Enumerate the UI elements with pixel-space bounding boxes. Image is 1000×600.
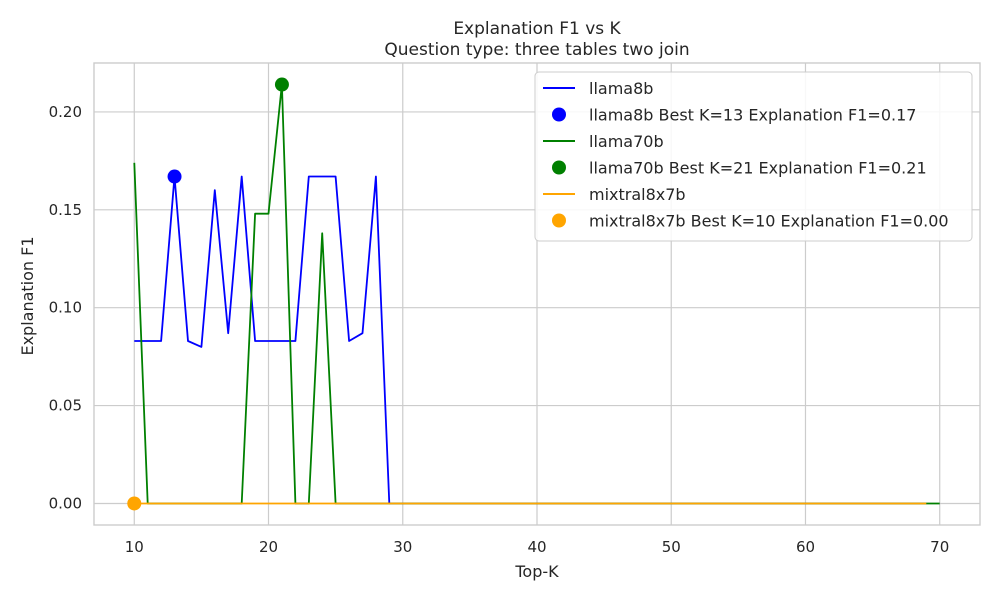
best-point-llama8b (167, 169, 182, 184)
y-tick-label: 0.15 (49, 201, 82, 219)
tick-labels: 10 20 30 40 50 60 70 0.00 0.05 0.10 0.15 0.20 (49, 103, 950, 556)
legend-swatch-marker-mixtral8x7b (552, 213, 566, 228)
x-tick-label: 10 (125, 538, 144, 556)
y-tick-label: 0.10 (49, 299, 82, 317)
legend-entry: llama8b Best K=13 Explanation F1=0.17 (589, 106, 916, 125)
legend-entry: llama8b (589, 79, 653, 98)
legend-entry: llama70b (589, 132, 664, 151)
x-tick-label: 30 (393, 538, 412, 556)
x-tick-label: 70 (930, 538, 949, 556)
legend-swatch-marker-llama70b (552, 160, 566, 175)
best-point-mixtral8x7b (127, 496, 142, 511)
legend-entry: llama70b Best K=21 Explanation F1=0.21 (589, 159, 927, 178)
x-axis-label: Top-K (514, 562, 559, 581)
y-tick-label: 0.05 (49, 397, 82, 415)
x-tick-label: 60 (796, 538, 815, 556)
x-tick-label: 50 (662, 538, 681, 556)
legend-swatch-marker-llama8b (552, 107, 566, 122)
y-tick-label: 0.00 (49, 494, 82, 512)
y-axis-label: Explanation F1 (18, 236, 37, 355)
plot-frame (93, 62, 981, 526)
best-markers (127, 77, 289, 511)
x-tick-label: 40 (527, 538, 546, 556)
y-tick-label: 0.20 (49, 103, 82, 121)
chart-title: Explanation F1 vs K (453, 19, 621, 39)
best-point-llama70b (274, 77, 289, 92)
x-tick-label: 20 (259, 538, 278, 556)
series-lines (133, 83, 940, 505)
legend-entry: mixtral8x7b Best K=10 Explanation F1=0.0… (589, 212, 949, 231)
legend: llama8b llama8b Best K=13 Explanation F1=… (534, 71, 973, 242)
chart-subtitle: Question type: three tables two join (384, 40, 689, 60)
legend-box (534, 71, 973, 242)
legend-entry: mixtral8x7b (589, 185, 686, 204)
